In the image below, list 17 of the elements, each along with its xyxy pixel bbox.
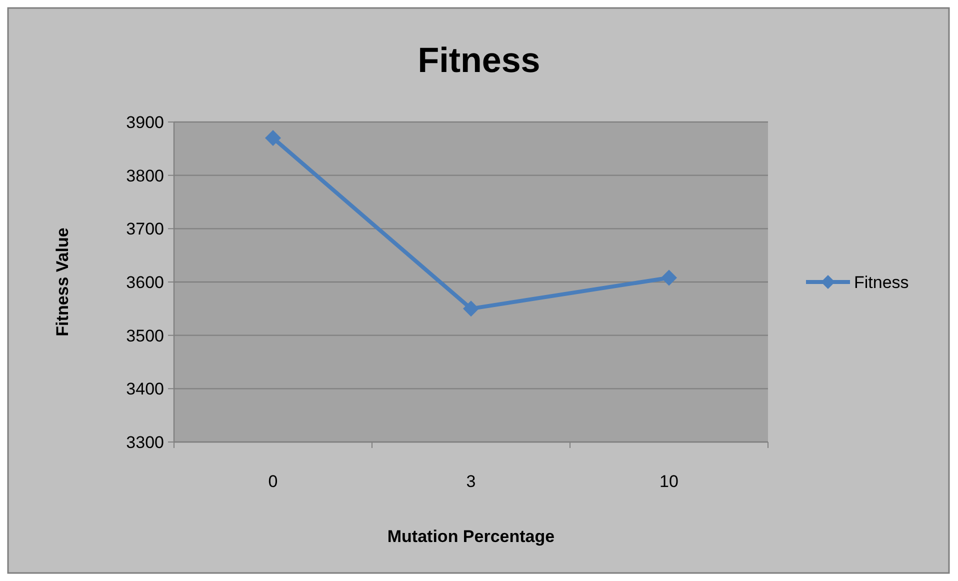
x-axis-title: Mutation Percentage <box>387 527 555 546</box>
x-tick-label: 3 <box>466 472 476 491</box>
y-tick-label: 3800 <box>126 166 164 186</box>
y-tick-label: 3300 <box>126 432 164 452</box>
y-tick-label: 3700 <box>126 220 164 239</box>
point <box>661 270 677 286</box>
point <box>463 300 479 317</box>
y-tick-label: 3500 <box>126 326 164 346</box>
y-axis-title: Fitness Value <box>53 228 72 336</box>
y-tick-label: 3600 <box>126 272 164 292</box>
chart-title: Fitness <box>418 41 540 80</box>
y-tick-label: 3900 <box>126 112 164 132</box>
point <box>265 130 281 146</box>
x-tick-label: 0 <box>268 472 278 491</box>
y-tick-label: 3400 <box>126 380 164 399</box>
legend-label: Fitness <box>854 272 909 292</box>
x-tick-label: 10 <box>660 472 678 491</box>
